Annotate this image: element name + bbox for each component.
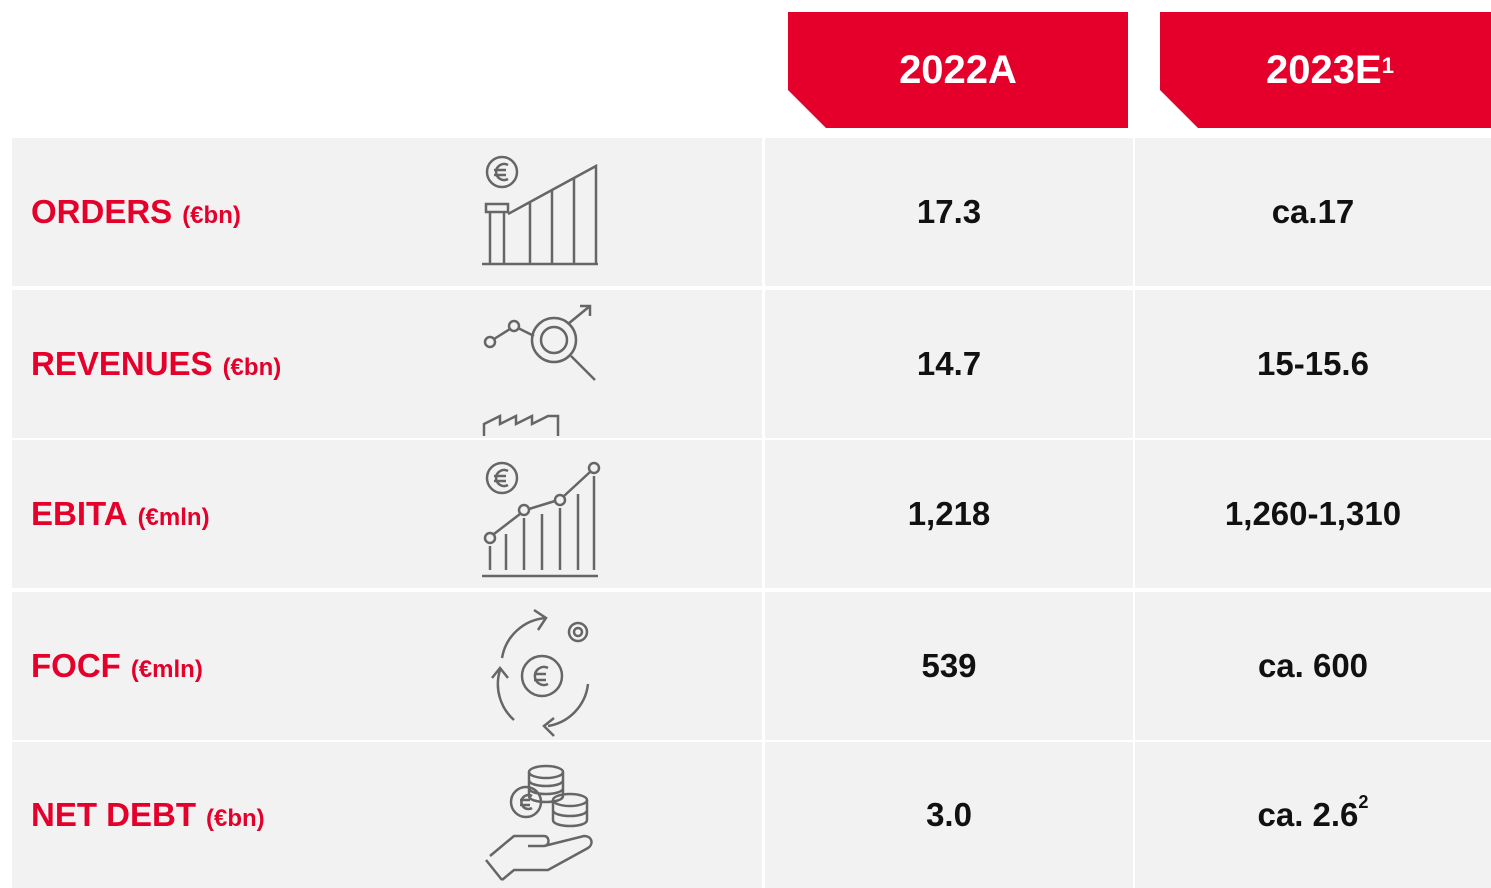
value-cell: 17.3 (765, 138, 1133, 286)
text: 2023E (1266, 47, 1382, 92)
text: 1,260-1,310 (1224, 495, 1402, 532)
metric-icon (491, 608, 590, 737)
value: ca.17 (1272, 193, 1355, 231)
value: 1,260-1,310 (1225, 495, 1401, 533)
table-row: NET DEBT (€bn) 3.0 ca. 2.62 (12, 742, 1491, 888)
text: ca.17 (1271, 193, 1355, 230)
value-cell: ca. 600 (1135, 592, 1491, 740)
text: 2022A (899, 47, 1017, 92)
metric-unit: (€bn) (222, 354, 282, 381)
row-label-cell: ORDERS (€bn) (12, 138, 762, 286)
metric-unit: (€bn) (206, 805, 265, 832)
metric-name: NET DEBT (31, 796, 196, 833)
metric-name: EBITA (31, 495, 128, 532)
value-cell: 14.7 (765, 290, 1133, 438)
value-cell: 1,260-1,310 (1135, 440, 1491, 588)
table-row: REVENUES (€bn) 14.7 15-15.6 (12, 290, 1491, 438)
metric-unit: (€bn) (182, 202, 241, 229)
metric-name: FOCF (31, 647, 121, 684)
metric-icon (482, 155, 598, 266)
table-row: FOCF (€mln) 539 ca. 600 (12, 592, 1491, 740)
value: ca. 600 (1258, 647, 1368, 685)
row-label-cell: EBITA (€mln) (12, 440, 762, 588)
text: ca. 2.6 (1257, 796, 1359, 833)
text: 15-15.6 (1257, 345, 1369, 382)
row-label: FOCF (€mln) (31, 647, 203, 685)
text: 1,218 (907, 495, 991, 532)
metric-icon (482, 304, 596, 436)
text: 539 (921, 647, 977, 684)
column-header: 2022A (788, 12, 1128, 128)
text: ca. 600 (1257, 647, 1369, 684)
value-cell: 15-15.6 (1135, 290, 1491, 438)
value-cell: 1,218 (765, 440, 1133, 588)
text: 14.7 (916, 345, 982, 382)
value: 539 (921, 647, 976, 685)
row-label: REVENUES (€bn) (31, 345, 281, 383)
text: 17.3 (916, 193, 982, 230)
metric-name: ORDERS (31, 193, 173, 230)
row-label: NET DEBT (€bn) (31, 796, 265, 834)
value-cell: ca. 2.62 (1135, 742, 1491, 888)
footnote-mark: 2 (1358, 792, 1369, 812)
value-cell: 539 (765, 592, 1133, 740)
metric-unit: (€mln) (130, 656, 203, 683)
value: ca. 2.62 (1257, 792, 1368, 834)
metric-name: REVENUES (31, 345, 213, 382)
metric-unit: (€mln) (137, 504, 210, 531)
row-label-cell: FOCF (€mln) (12, 592, 762, 740)
footnote-mark: 1 (1381, 53, 1394, 78)
value: 14.7 (917, 345, 981, 383)
row-label: ORDERS (€bn) (31, 193, 241, 231)
metric-icon (485, 764, 593, 881)
row-label: EBITA (€mln) (31, 495, 210, 533)
value: 15-15.6 (1257, 345, 1369, 383)
column-header: 2023E 1 (1160, 12, 1491, 128)
row-label-cell: REVENUES (€bn) (12, 290, 762, 438)
table-row: EBITA (€mln) 1,218 1,260-1,310 (12, 440, 1491, 588)
value: 3.0 (926, 796, 972, 834)
table-row: ORDERS (€bn) 17.3 ca.17 (12, 138, 1491, 286)
text: 3.0 (926, 796, 972, 833)
value: 17.3 (917, 193, 981, 231)
value: 1,218 (908, 495, 991, 533)
value-cell: ca.17 (1135, 138, 1491, 286)
metric-icon (482, 461, 601, 578)
value-cell: 3.0 (765, 742, 1133, 888)
row-label-cell: NET DEBT (€bn) (12, 742, 762, 888)
